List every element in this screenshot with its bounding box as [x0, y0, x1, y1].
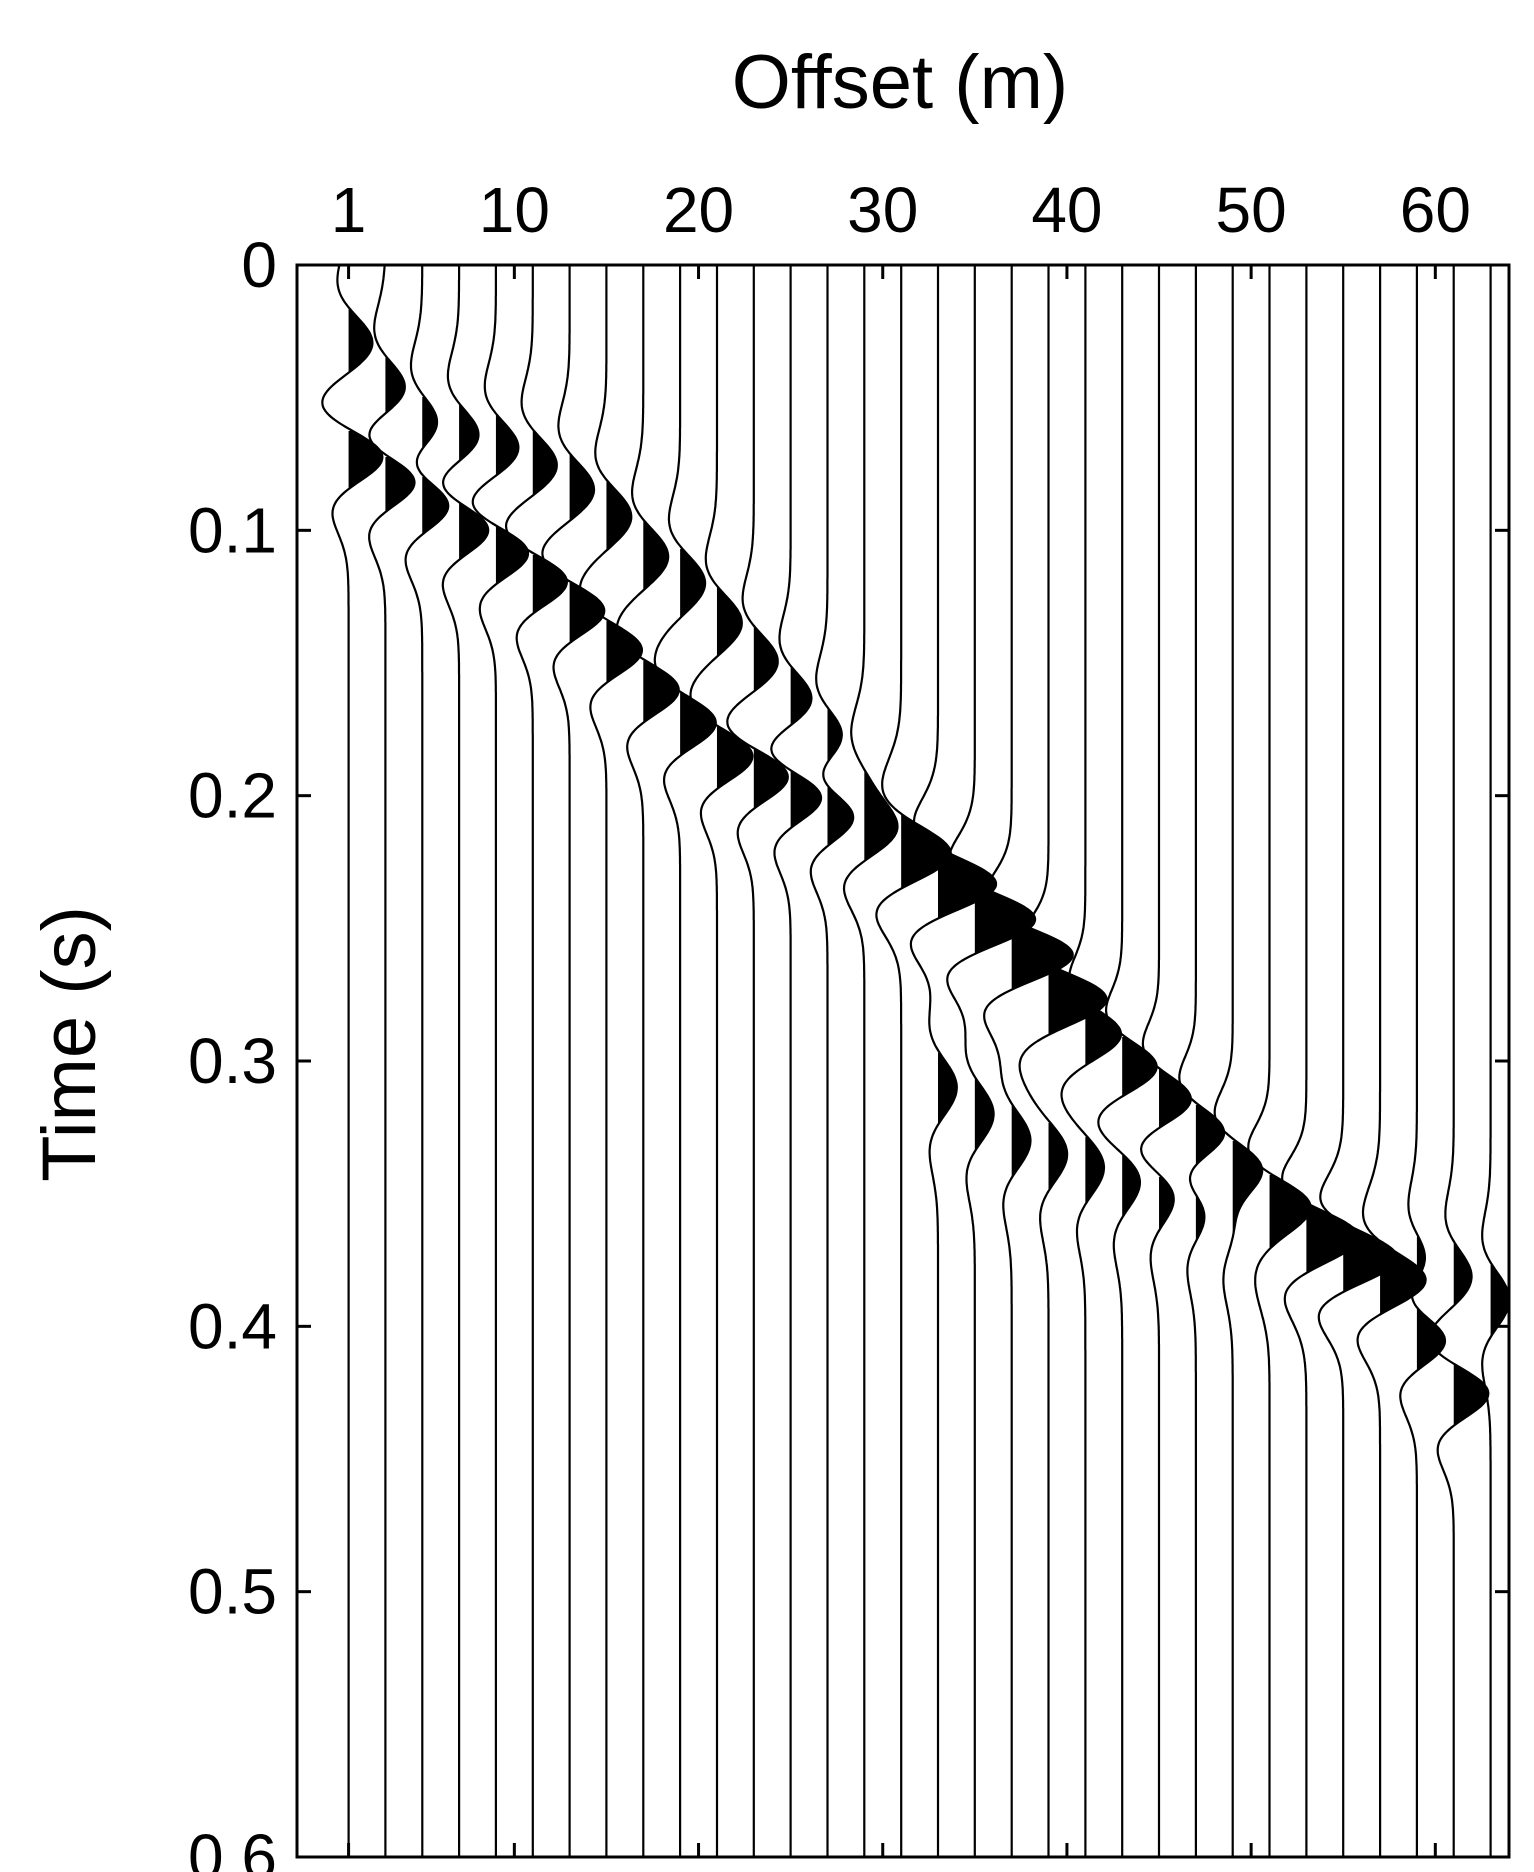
- x-tick-label: 20: [663, 174, 734, 246]
- trace-fill: [1122, 1037, 1157, 1217]
- y-tick-label: 0.5: [188, 1556, 277, 1628]
- x-tick-label: 50: [1216, 174, 1287, 246]
- trace-fill: [680, 549, 716, 757]
- wiggle-trace: [909, 265, 998, 1857]
- x-tick-label: 1: [331, 174, 367, 246]
- trace-fill: [827, 709, 854, 847]
- trace-fill: [348, 309, 383, 489]
- trace-fill: [1306, 1205, 1359, 1273]
- trace-fill: [937, 849, 996, 1125]
- wiggle-trace: [1247, 265, 1312, 1857]
- trace-fill: [753, 627, 788, 809]
- y-tick-label: 0.2: [188, 760, 277, 832]
- trace-fill: [606, 481, 642, 683]
- wiggle-trace: [1481, 265, 1511, 1857]
- wiggle-trace: [578, 265, 643, 1857]
- trace-fill: [495, 415, 528, 585]
- trace-fill: [1085, 1003, 1121, 1205]
- trace-fill: [459, 405, 489, 561]
- trace-fill: [974, 885, 1036, 1151]
- wiggle-trace: [1018, 265, 1108, 1857]
- wiggle-trace: [1399, 265, 1447, 1857]
- wiggle-trace: [726, 265, 789, 1857]
- x-tick-label: 60: [1400, 174, 1471, 246]
- wiggle-trace: [1178, 265, 1226, 1857]
- trace-fill: [864, 771, 898, 861]
- wiggle-trace: [689, 265, 754, 1857]
- wiggle-trace: [1097, 265, 1158, 1857]
- wiggle-trace: [983, 265, 1074, 1857]
- x-tick-label: 10: [479, 174, 550, 246]
- axis-ticks: 1 10 20 30 40 50 60 0 0.1 0.2 0.3 0.4 0.5 0.6: [188, 174, 1509, 1872]
- wiggle-trace: [471, 265, 530, 1857]
- x-tick-label: 40: [1031, 174, 1102, 246]
- trace-fill: [422, 397, 449, 535]
- wiggle-trace: [875, 265, 952, 1857]
- x-axis-title: Offset (m): [732, 40, 1068, 125]
- trace-fill: [1159, 1069, 1191, 1231]
- wiggle-traces: [321, 264, 1511, 1857]
- wiggle-trace: [321, 264, 384, 1857]
- trace-fill: [532, 431, 567, 615]
- trace-fill: [569, 455, 605, 643]
- y-tick-label: 0.1: [188, 494, 277, 566]
- wiggle-trace: [653, 265, 717, 1857]
- trace-fill: [901, 815, 951, 889]
- trace-fill: [1416, 1237, 1445, 1371]
- trace-fill: [1343, 1225, 1398, 1293]
- trace-fill: [1232, 1141, 1263, 1235]
- trace-fill: [1195, 1105, 1225, 1241]
- y-tick-label: 0.6: [188, 1821, 277, 1872]
- wiggle-trace: [946, 265, 1037, 1857]
- x-tick-label: 30: [847, 174, 918, 246]
- wiggle-trace: [404, 265, 450, 1857]
- wiggle-trace: [615, 265, 680, 1857]
- trace-fill: [385, 357, 415, 513]
- wiggle-trace: [809, 265, 855, 1857]
- y-tick-label: 0: [241, 229, 277, 301]
- wiggle-trace: [1060, 265, 1122, 1857]
- trace-fill: [1380, 1243, 1426, 1315]
- wiggle-trace: [1356, 265, 1427, 1857]
- wiggle-trace: [1281, 265, 1360, 1857]
- wiggle-trace: [368, 264, 416, 1857]
- wiggle-trace: [770, 265, 823, 1857]
- trace-fill: [1490, 1265, 1510, 1337]
- wiggle-trace: [541, 265, 606, 1857]
- wiggle-trace: [1428, 265, 1490, 1857]
- y-axis-title: Time (s): [27, 906, 112, 1182]
- wiggle-trace: [1213, 265, 1264, 1857]
- wiggle-trace: [842, 265, 899, 1857]
- wiggle-trace: [505, 265, 568, 1857]
- trace-fill: [643, 521, 679, 723]
- trace-fill: [790, 667, 821, 829]
- trace-fill: [716, 587, 753, 789]
- wiggle-trace: [441, 265, 490, 1857]
- wiggle-trace: [1140, 265, 1192, 1857]
- plot-frame: [295, 263, 1511, 1859]
- y-tick-label: 0.4: [188, 1290, 277, 1362]
- trace-fill: [1011, 921, 1073, 1177]
- trace-fill: [1048, 967, 1107, 1191]
- y-tick-label: 0.3: [188, 1025, 277, 1097]
- wiggle-trace: [1317, 265, 1399, 1857]
